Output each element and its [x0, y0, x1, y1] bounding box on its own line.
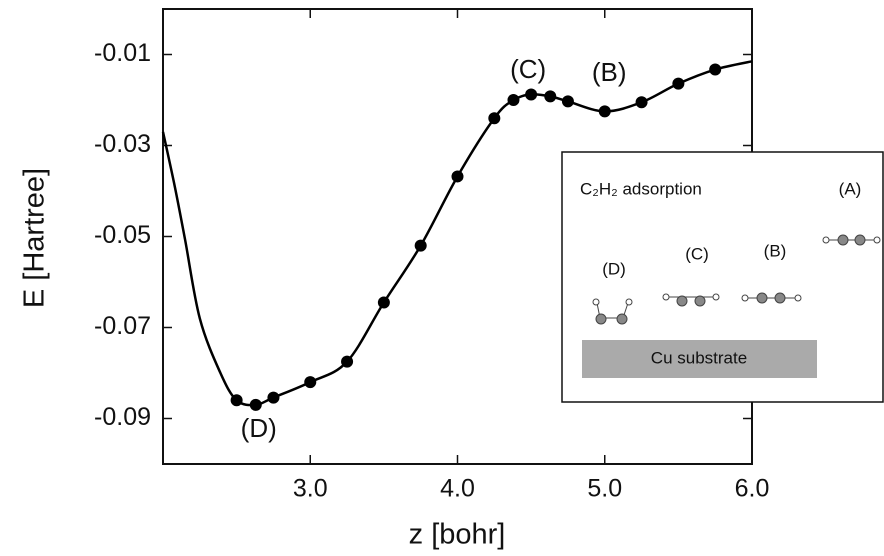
data-point — [267, 391, 280, 404]
x-axis-label: z [bohr] — [409, 519, 506, 551]
data-point — [561, 95, 574, 108]
annotation: (C) — [510, 54, 546, 84]
data-point — [451, 170, 464, 183]
annotation: (B) — [592, 57, 627, 87]
substrate — [582, 340, 817, 378]
data-point — [525, 88, 538, 101]
data-point — [544, 90, 557, 103]
molecule-d — [592, 298, 633, 325]
data-point — [377, 296, 390, 309]
data-point — [507, 94, 520, 106]
y-axis-label: E [Hartree] — [19, 168, 51, 308]
inset-label: (A) — [839, 179, 862, 198]
molecule-b — [741, 292, 802, 304]
inset-title: C₂H₂ adsorption — [580, 179, 702, 198]
y-tick-label: -0.03 — [94, 130, 151, 158]
data-point — [488, 112, 501, 125]
inset: C₂H₂ adsorption (A) (B) (C) (D) Cu subst… — [561, 151, 884, 403]
x-tick-label: 4.0 — [440, 475, 475, 503]
x-tick-label: 5.0 — [587, 475, 622, 503]
y-tick-label: -0.05 — [94, 221, 151, 249]
molecule-a — [822, 234, 881, 246]
inset-label: (C) — [685, 244, 709, 263]
inset-label: (D) — [602, 259, 626, 278]
y-tick-label: -0.09 — [94, 403, 151, 431]
data-point — [304, 376, 317, 389]
data-point — [709, 63, 722, 76]
y-tick-label: -0.01 — [94, 39, 151, 67]
substrate-label: Cu substrate — [651, 348, 747, 367]
y-tick-label: -0.07 — [94, 312, 151, 340]
data-point — [341, 355, 354, 368]
data-point — [414, 239, 427, 252]
data-point — [249, 398, 262, 411]
data-point — [230, 394, 243, 407]
data-point — [672, 77, 685, 90]
inset-label: (B) — [764, 241, 787, 260]
annotation: (D) — [241, 413, 277, 443]
x-tick-label: 3.0 — [293, 475, 328, 503]
data-point — [598, 105, 611, 118]
data-point — [635, 96, 648, 109]
x-tick-label: 6.0 — [735, 475, 770, 503]
molecule-c — [662, 293, 720, 307]
